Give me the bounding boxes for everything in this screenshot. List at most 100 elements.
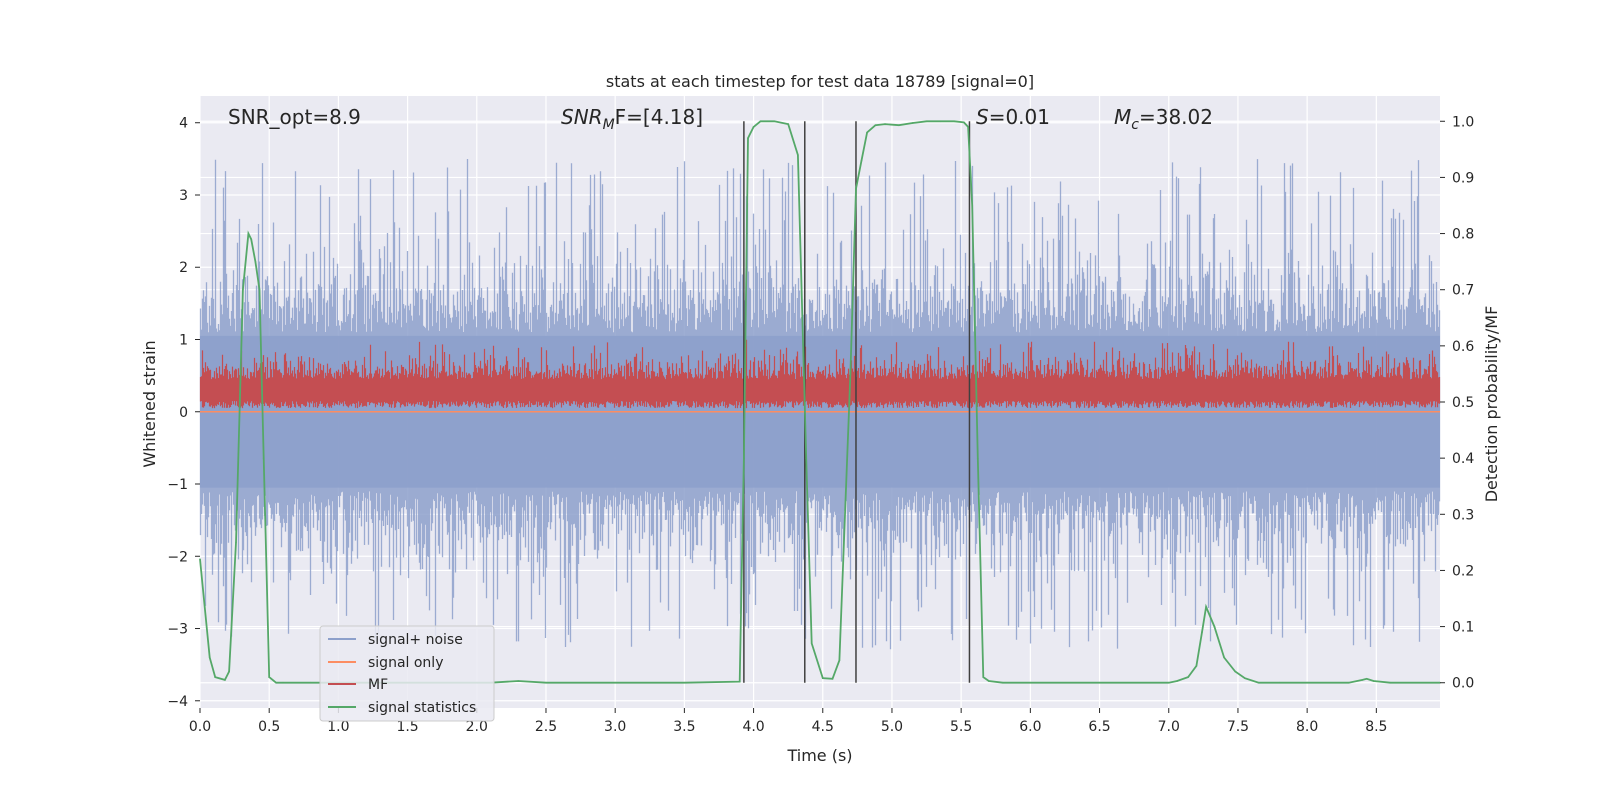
stat-point-39 — [860, 159, 863, 162]
yr-tick-label-1.0: 1.0 — [1452, 114, 1474, 130]
stat-point-32 — [805, 457, 807, 459]
x-tick-label-0.0: 0.0 — [189, 719, 211, 735]
x-tick-label-3.0: 3.0 — [604, 719, 626, 735]
stat-point-74 — [1389, 681, 1391, 684]
yl-tick-label-−4: −4 — [167, 694, 188, 710]
stat-point-37 — [849, 373, 852, 375]
legend-label-mf: MF — [368, 677, 388, 693]
stat-point-4 — [228, 670, 230, 673]
stat-point-47 — [953, 120, 956, 123]
stat-point-31 — [797, 154, 799, 156]
stat-point-23 — [683, 681, 686, 684]
yl-tick-label-−1: −1 — [167, 477, 188, 493]
yl-tick-label-−3: −3 — [167, 622, 188, 638]
x-tick-label-5.5: 5.5 — [950, 719, 972, 735]
stat-point-61 — [1201, 631, 1203, 634]
stat-point-1 — [208, 656, 211, 659]
annotation-snr-mf: SNRMF=[4.18] — [561, 105, 703, 133]
stat-point-53 — [988, 680, 990, 682]
x-tick-label-7.5: 7.5 — [1227, 719, 1249, 735]
x-axis-label: Time (s) — [786, 746, 852, 765]
x-tick-label-4.0: 4.0 — [742, 719, 764, 735]
stat-point-60 — [1195, 665, 1198, 667]
yl-tick-label-3: 3 — [179, 188, 188, 204]
yr-tick-label-0.2: 0.2 — [1452, 563, 1474, 579]
signal-statistics-points — [199, 120, 1441, 684]
stat-point-12 — [268, 676, 270, 678]
stat-point-67 — [1257, 681, 1260, 684]
stat-point-58 — [1176, 680, 1178, 682]
stat-point-55 — [1029, 681, 1032, 684]
stat-point-29 — [773, 120, 776, 123]
stat-point-65 — [1234, 670, 1236, 673]
annotation-s: S=0.01 — [976, 105, 1050, 129]
yr-tick-label-0.4: 0.4 — [1452, 451, 1474, 467]
x-tick-label-0.5: 0.5 — [258, 719, 280, 735]
stat-point-52 — [982, 676, 985, 678]
x-tick-label-6.0: 6.0 — [1019, 719, 1041, 735]
stat-point-66 — [1244, 677, 1246, 680]
x-tick-label-2.0: 2.0 — [466, 719, 488, 735]
legend: signal+ noise signal only MF signal stat… — [319, 625, 495, 722]
stat-point-71 — [1361, 679, 1364, 681]
x-tick-label-5.0: 5.0 — [881, 719, 903, 735]
stat-point-22 — [614, 681, 616, 684]
stat-point-10 — [258, 288, 261, 291]
yr-tick-label-0.3: 0.3 — [1452, 507, 1474, 523]
yr-tick-label-0.5: 0.5 — [1452, 395, 1474, 411]
stat-point-28 — [759, 120, 762, 123]
yl-tick-label-0: 0 — [179, 405, 188, 421]
stat-point-7 — [247, 232, 250, 235]
stat-point-41 — [874, 124, 877, 126]
x-tick-label-8.5: 8.5 — [1365, 719, 1387, 735]
stat-point-15 — [309, 681, 312, 684]
yl-tick-label-4: 4 — [179, 116, 188, 132]
right-axis-ticks: 1.0 0.9 0.8 0.7 0.6 0.5 0.4 0.3 0.2 0.1 0.0 — [1440, 114, 1474, 692]
stat-point-24 — [738, 680, 741, 683]
stat-point-69 — [1306, 681, 1308, 684]
x-tick-label-7.0: 7.0 — [1158, 719, 1180, 735]
stat-point-2 — [214, 676, 217, 678]
stat-point-20 — [517, 680, 520, 682]
stat-point-72 — [1365, 678, 1368, 680]
stat-point-21 — [545, 681, 547, 684]
stat-point-54 — [1001, 681, 1004, 684]
stat-point-50 — [971, 204, 974, 207]
legend-label-signal-statistics: signal statistics — [368, 700, 476, 716]
series-mf — [199, 339, 1441, 409]
x-tick-label-1.0: 1.0 — [327, 719, 349, 735]
stat-point-73 — [1372, 680, 1375, 682]
x-tick-label-2.5: 2.5 — [535, 719, 557, 735]
stat-point-11 — [262, 457, 265, 459]
series-signal-statistics — [199, 120, 1440, 684]
yr-tick-label-0.8: 0.8 — [1452, 227, 1474, 243]
stat-point-48 — [963, 121, 965, 124]
stat-point-51 — [976, 457, 979, 459]
stat-point-56 — [1098, 681, 1101, 684]
yr-tick-label-0.1: 0.1 — [1452, 620, 1474, 636]
stat-point-14 — [282, 681, 284, 684]
stat-point-0 — [199, 558, 201, 561]
stat-point-9 — [254, 260, 257, 263]
legend-box — [319, 625, 495, 722]
stat-point-42 — [884, 123, 886, 125]
right-axis-label: Detection probability/MF — [1482, 306, 1501, 503]
stat-point-3 — [224, 679, 226, 681]
annotation-snr-opt: SNR_opt=8.9 — [228, 105, 361, 129]
yr-tick-label-0.9: 0.9 — [1452, 170, 1474, 186]
stat-point-8 — [250, 238, 253, 240]
annotation-mc: Mc=38.02 — [1114, 105, 1213, 133]
stat-point-33 — [810, 642, 813, 645]
stat-point-43 — [898, 124, 900, 126]
x-tick-label-3.5: 3.5 — [673, 719, 695, 735]
stat-point-5 — [235, 541, 237, 544]
yl-tick-label-2: 2 — [179, 260, 188, 276]
stat-point-59 — [1187, 676, 1189, 678]
x-tick-label-1.5: 1.5 — [396, 719, 418, 735]
legend-label-signal-only: signal only — [368, 655, 443, 671]
stat-point-57 — [1167, 681, 1170, 684]
stat-point-26 — [747, 137, 749, 139]
stat-point-45 — [925, 120, 928, 123]
x-tick-label-8.0: 8.0 — [1296, 719, 1318, 735]
left-axis-ticks: 4 3 2 1 0 −1 −2 −3 −4 — [167, 116, 200, 710]
